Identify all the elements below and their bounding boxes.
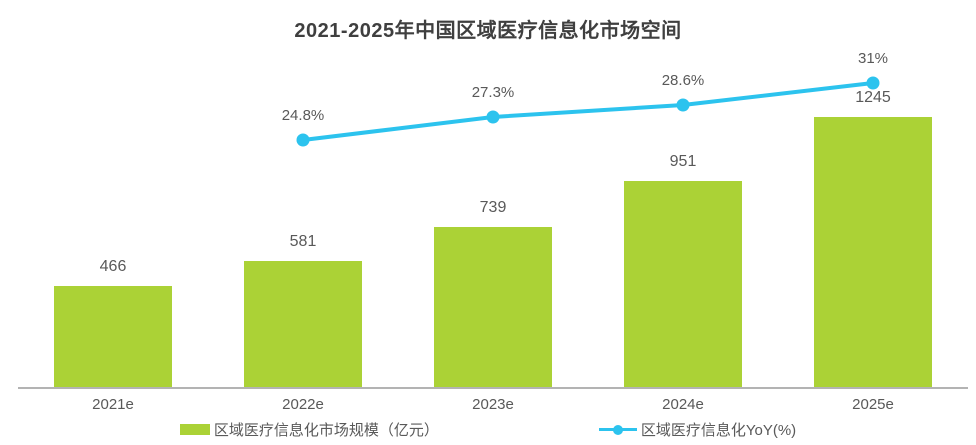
line-series-label: 区域医疗信息化YoY(%): [640, 422, 797, 439]
x-axis-label-2022e: 2022e: [282, 396, 324, 413]
x-axis-label-2023e: 2023e: [472, 396, 514, 413]
bar-value-label-2025e: 1245: [855, 89, 891, 106]
bar-value-label-2023e: 739: [479, 199, 507, 216]
x-axis-line: [18, 387, 968, 389]
yoy-point-2023e: [486, 110, 500, 124]
legend-item-line-series: 区域医疗信息化YoY(%): [598, 419, 797, 440]
yoy-point-label-2022e: 24.8%: [281, 107, 325, 124]
yoy-point-label-2024e: 28.6%: [661, 72, 705, 89]
yoy-line: [301, 81, 875, 142]
bar-2022e: [244, 261, 362, 387]
bar-2025e: [814, 117, 932, 387]
bar-2023e: [434, 227, 552, 387]
bar-value-label-2022e: 581: [289, 233, 317, 250]
yoy-point-label-2023e: 27.3%: [471, 84, 515, 101]
line-swatch-dot: [612, 424, 623, 435]
yoy-point-2022e: [296, 133, 310, 147]
bar-2021e: [54, 286, 172, 387]
x-axis-label-2021e: 2021e: [92, 396, 134, 413]
chart-title: 2021-2025年中国区域医疗信息化市场空间: [294, 20, 682, 42]
line-series-swatch-icon: [598, 424, 637, 436]
bar-value-label-2024e: 951: [669, 153, 697, 170]
x-axis-label-2025e: 2025e: [852, 396, 894, 413]
yoy-point-label-2025e: 31%: [857, 50, 889, 67]
yoy-point-2025e: [866, 76, 880, 90]
bar-value-label-2021e: 466: [99, 258, 127, 275]
legend-item-bar-series: 区域医疗信息化市场规模（亿元）: [179, 419, 439, 440]
yoy-point-2024e: [676, 98, 690, 112]
bar-2024e: [624, 181, 742, 387]
bar-series-swatch-icon: [179, 424, 210, 435]
x-axis-label-2024e: 2024e: [662, 396, 704, 413]
legend: 区域医疗信息化市场规模（亿元） 区域医疗信息化YoY(%): [0, 419, 976, 440]
bar-series-label: 区域医疗信息化市场规模（亿元）: [213, 422, 439, 439]
